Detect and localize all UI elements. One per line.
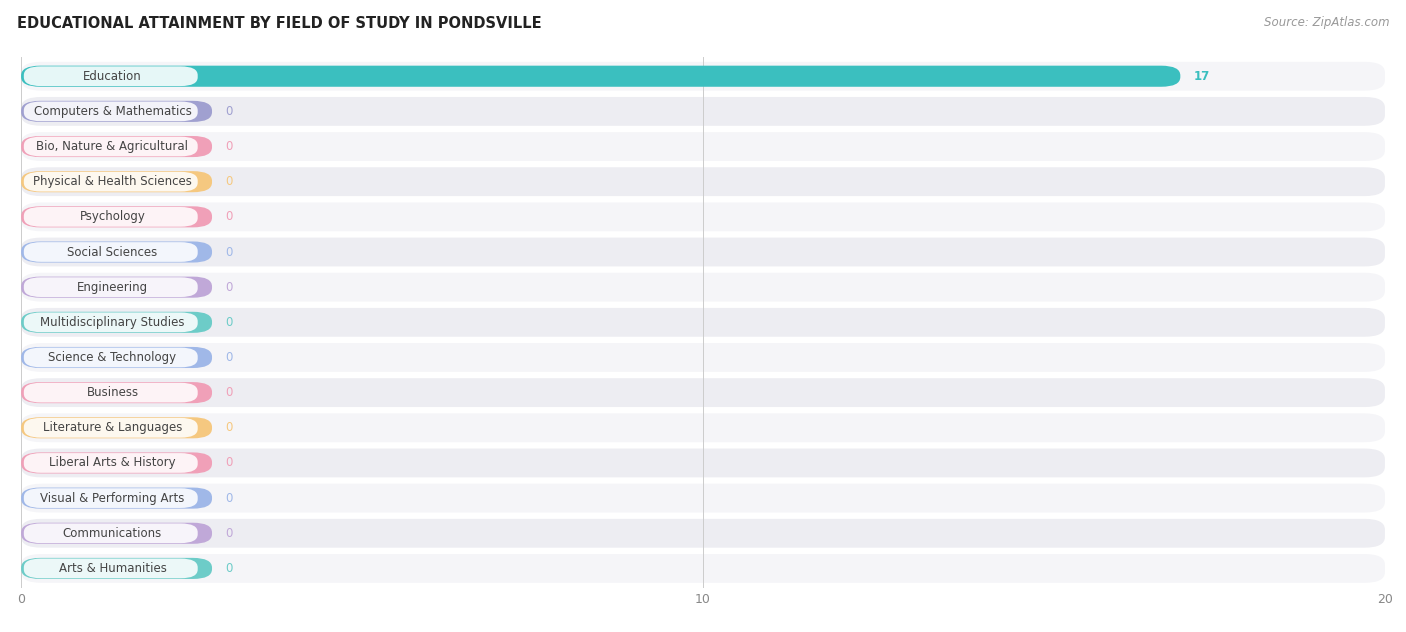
FancyBboxPatch shape [21,453,212,473]
Text: 17: 17 [1194,70,1211,83]
FancyBboxPatch shape [21,171,212,192]
FancyBboxPatch shape [21,558,212,579]
FancyBboxPatch shape [21,519,1385,548]
Text: Computers & Mathematics: Computers & Mathematics [34,105,191,118]
Text: Bio, Nature & Agricultural: Bio, Nature & Agricultural [37,140,188,153]
Text: Source: ZipAtlas.com: Source: ZipAtlas.com [1264,16,1389,29]
Text: Liberal Arts & History: Liberal Arts & History [49,456,176,470]
Text: Psychology: Psychology [80,210,145,223]
FancyBboxPatch shape [21,308,1385,337]
FancyBboxPatch shape [21,273,1385,301]
FancyBboxPatch shape [21,554,1385,583]
FancyBboxPatch shape [21,132,1385,161]
Text: Literature & Languages: Literature & Languages [42,422,183,434]
Text: 0: 0 [226,245,233,258]
FancyBboxPatch shape [24,348,198,367]
FancyBboxPatch shape [24,102,198,121]
FancyBboxPatch shape [21,101,212,122]
Text: Engineering: Engineering [77,281,148,294]
FancyBboxPatch shape [21,347,212,368]
Text: 0: 0 [226,422,233,434]
Text: 0: 0 [226,386,233,399]
Text: Multidisciplinary Studies: Multidisciplinary Studies [41,316,184,329]
Text: 0: 0 [226,140,233,153]
Text: 0: 0 [226,456,233,470]
FancyBboxPatch shape [21,312,212,333]
Text: Science & Technology: Science & Technology [48,351,177,364]
FancyBboxPatch shape [21,241,212,262]
Text: 0: 0 [226,210,233,223]
FancyBboxPatch shape [21,62,1385,90]
Text: Business: Business [86,386,139,399]
Text: 0: 0 [226,175,233,188]
FancyBboxPatch shape [21,483,1385,513]
Text: 0: 0 [226,316,233,329]
FancyBboxPatch shape [21,167,1385,196]
FancyBboxPatch shape [21,238,1385,267]
FancyBboxPatch shape [24,242,198,262]
Text: Education: Education [83,70,142,83]
FancyBboxPatch shape [24,312,198,332]
FancyBboxPatch shape [21,66,1181,87]
Text: Social Sciences: Social Sciences [67,245,157,258]
FancyBboxPatch shape [21,206,212,228]
FancyBboxPatch shape [24,559,198,578]
FancyBboxPatch shape [24,172,198,191]
Text: Arts & Humanities: Arts & Humanities [59,562,166,575]
FancyBboxPatch shape [21,378,1385,407]
FancyBboxPatch shape [21,487,212,509]
Text: 0: 0 [226,562,233,575]
FancyBboxPatch shape [21,136,212,157]
FancyBboxPatch shape [21,417,212,439]
FancyBboxPatch shape [24,489,198,508]
Text: 0: 0 [226,526,233,540]
Text: 0: 0 [226,105,233,118]
FancyBboxPatch shape [24,453,198,473]
FancyBboxPatch shape [24,383,198,403]
FancyBboxPatch shape [21,97,1385,126]
Text: Visual & Performing Arts: Visual & Performing Arts [41,492,184,504]
FancyBboxPatch shape [24,207,198,227]
FancyBboxPatch shape [24,277,198,297]
Text: 0: 0 [226,351,233,364]
FancyBboxPatch shape [21,413,1385,442]
FancyBboxPatch shape [21,277,212,298]
Text: 0: 0 [226,492,233,504]
Text: 0: 0 [226,281,233,294]
FancyBboxPatch shape [24,137,198,156]
FancyBboxPatch shape [21,202,1385,231]
Text: Communications: Communications [63,526,162,540]
FancyBboxPatch shape [21,449,1385,477]
Text: Physical & Health Sciences: Physical & Health Sciences [32,175,191,188]
FancyBboxPatch shape [21,382,212,403]
FancyBboxPatch shape [24,418,198,437]
FancyBboxPatch shape [24,66,198,86]
FancyBboxPatch shape [21,523,212,544]
FancyBboxPatch shape [24,523,198,543]
Text: EDUCATIONAL ATTAINMENT BY FIELD OF STUDY IN PONDSVILLE: EDUCATIONAL ATTAINMENT BY FIELD OF STUDY… [17,16,541,31]
FancyBboxPatch shape [21,343,1385,372]
